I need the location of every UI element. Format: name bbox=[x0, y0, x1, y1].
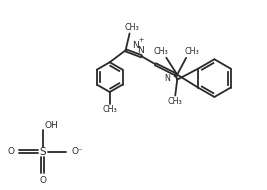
Text: O: O bbox=[7, 147, 14, 156]
Text: +: + bbox=[139, 37, 144, 43]
Text: CH₃: CH₃ bbox=[124, 23, 139, 32]
Text: CH₃: CH₃ bbox=[168, 97, 183, 106]
Text: CH₃: CH₃ bbox=[154, 47, 169, 56]
Text: S: S bbox=[39, 146, 46, 157]
Text: CH₃: CH₃ bbox=[185, 47, 199, 56]
Text: OH: OH bbox=[45, 121, 58, 130]
Text: N: N bbox=[164, 74, 170, 83]
Text: N: N bbox=[137, 46, 144, 55]
Text: CH₃: CH₃ bbox=[102, 105, 117, 114]
Text: O: O bbox=[39, 176, 46, 185]
Text: O⁻: O⁻ bbox=[72, 147, 83, 156]
Text: N: N bbox=[132, 41, 139, 50]
